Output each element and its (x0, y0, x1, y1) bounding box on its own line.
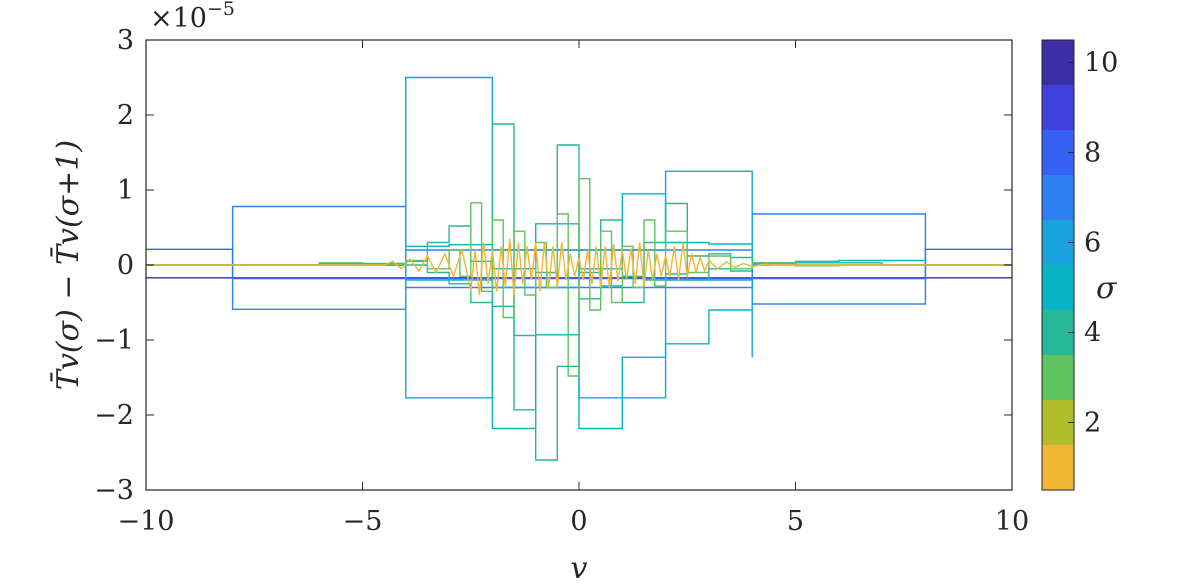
y-tick-label: −3 (94, 475, 134, 506)
x-tick-label: 0 (570, 506, 587, 537)
y-axis: −3 −2 −1 0 1 2 3 (94, 25, 1012, 506)
colorbar-frame (1041, 39, 1075, 491)
colorbar-tick-label: 4 (1084, 318, 1101, 349)
y-tick-label: 3 (117, 25, 134, 56)
colorbar-swatch-7 (1042, 175, 1074, 220)
colorbar-tick-label: 2 (1084, 408, 1101, 439)
y-tick-label: 0 (117, 250, 134, 281)
y-multiplier-exponent: −5 (207, 0, 235, 20)
x-axis: −10 −5 0 5 10 (118, 40, 1029, 537)
colorbar-tick-label: 10 (1084, 48, 1118, 79)
x-tick-label: −10 (118, 506, 175, 537)
y-tick-label: 1 (117, 175, 134, 206)
colorbar-tick-label: 8 (1084, 138, 1101, 169)
y-axis-label: T̄v(σ) − T̄v(σ+1) (50, 140, 86, 390)
series-line-sigma-4-10 (146, 177, 1012, 377)
x-tick-label: 5 (787, 506, 804, 537)
colorbar-tick-label: 6 (1084, 228, 1101, 259)
plot-lines (146, 76, 1012, 461)
y-tick-label: 2 (117, 100, 134, 131)
colorbar-label: σ (1096, 271, 1118, 306)
colorbar-swatch-3 (1042, 355, 1074, 400)
series-line-sigma-1-11 (146, 238, 1012, 296)
x-tick-label: −5 (343, 506, 383, 537)
colorbar: 2 4 6 8 10 (1041, 39, 1118, 491)
y-tick-label: −1 (94, 325, 134, 356)
x-tick-label: 10 (995, 506, 1029, 537)
colorbar-swatch-9 (1042, 85, 1074, 130)
colorbar-swatch-5 (1042, 265, 1074, 310)
colorbar-swatch-1 (1042, 445, 1074, 490)
y-multiplier: ×10−5 (150, 0, 235, 34)
series-line-sigma-6-7 (405, 265, 753, 430)
x-axis-label: v (571, 551, 588, 585)
svg-text:T̄v(σ) − T̄v(σ+1): T̄v(σ) − T̄v(σ+1) (50, 140, 86, 390)
y-tick-label: −2 (94, 400, 134, 431)
